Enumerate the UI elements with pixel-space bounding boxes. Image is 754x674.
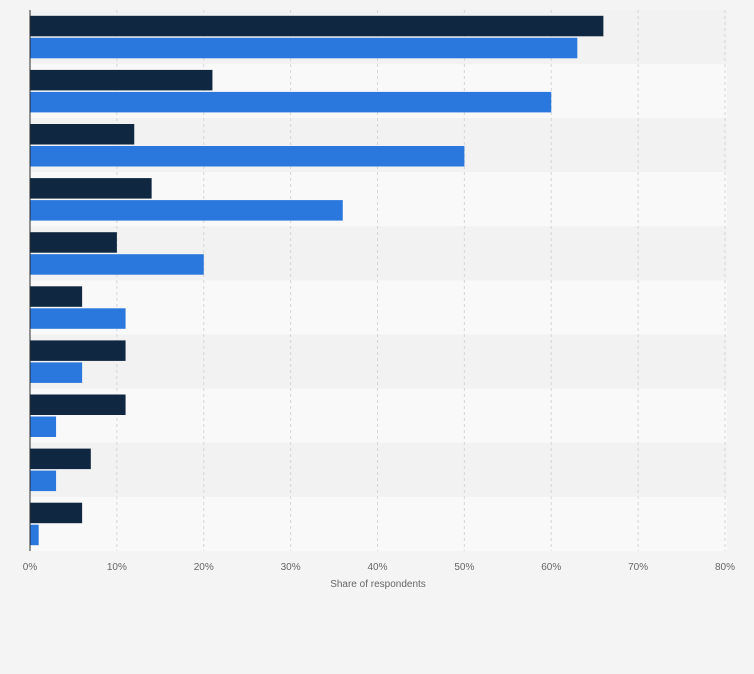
bar [30,340,126,361]
bar [30,470,57,492]
bar [30,416,57,437]
bar [30,124,135,145]
bar [30,146,465,167]
row-band [30,388,727,443]
bar [30,308,126,329]
bar [30,69,213,91]
x-tick-label: 50% [454,562,474,573]
x-tick-labels: 0% 10% 20% 30% 40% 50% 60% 70% 80% [23,562,735,573]
x-tick-label: 60% [541,562,561,573]
bar [30,15,604,37]
x-tick-label: 80% [715,562,735,573]
bar [30,178,152,199]
bar [30,448,91,470]
row-band [30,280,727,335]
bar [30,362,83,383]
bar [30,37,578,59]
x-tick-label: 30% [281,562,301,573]
bar [30,394,126,415]
bars [30,15,604,546]
x-tick-label: 0% [23,562,38,573]
bar [30,286,83,307]
bar [30,254,204,275]
x-tick-label: 10% [107,562,127,573]
x-tick-label: 70% [628,562,648,573]
bar [30,200,343,221]
x-tick-label: 20% [194,562,214,573]
bar [30,91,552,113]
row-band [30,334,727,389]
row-band [30,442,727,497]
row-band [30,496,727,551]
x-axis-label: Share of respondents [330,579,426,590]
x-tick-label: 40% [367,562,387,573]
row-bands [30,10,727,551]
bar [30,232,117,253]
bar [30,524,39,546]
bar [30,502,83,524]
